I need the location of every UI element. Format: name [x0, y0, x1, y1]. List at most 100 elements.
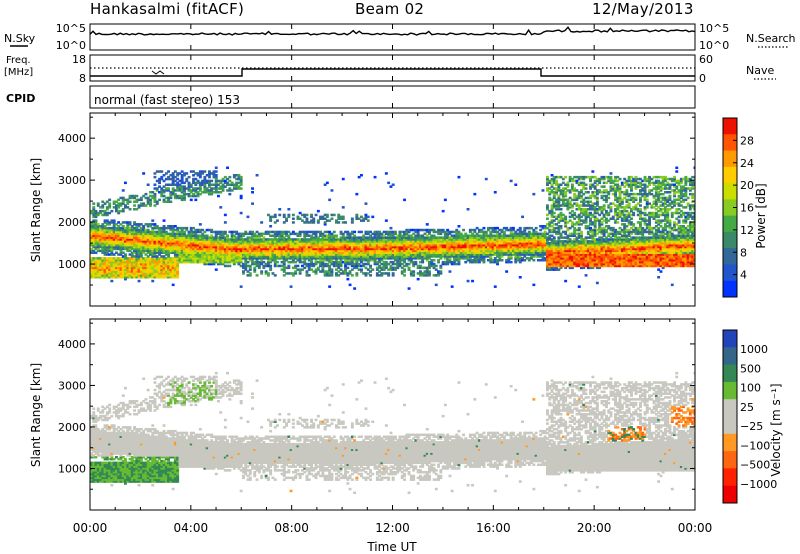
power-cell — [421, 274, 425, 277]
power-cell — [160, 255, 164, 258]
power-cell — [400, 236, 404, 239]
power-cell — [264, 247, 268, 251]
power-cell — [541, 247, 545, 251]
power-cell — [403, 264, 406, 268]
power-cell — [223, 255, 227, 258]
power-cell — [425, 247, 429, 251]
power-cell — [332, 264, 336, 268]
power-cell — [389, 260, 393, 264]
power-cell — [321, 243, 325, 247]
power-cell — [126, 202, 130, 205]
power-cell — [557, 232, 561, 236]
power-cell — [314, 262, 318, 266]
power-cell — [269, 268, 273, 271]
power-cell — [162, 264, 166, 268]
power-cell — [139, 249, 143, 253]
power-cell — [536, 247, 540, 251]
power-cell — [373, 249, 377, 253]
power-cell — [108, 230, 112, 234]
power-cell — [267, 272, 270, 275]
power-cell — [369, 245, 372, 249]
power-cell — [373, 255, 377, 258]
power-cell — [119, 270, 123, 273]
power-cell — [532, 192, 536, 196]
power-cell — [409, 240, 413, 243]
power-cell — [432, 234, 436, 237]
power-cell — [478, 240, 481, 243]
power-cell — [419, 228, 422, 232]
power-cell — [210, 260, 214, 264]
power-cell — [203, 179, 207, 183]
power-cell — [478, 245, 481, 249]
power-cell — [536, 243, 540, 247]
power-cell — [90, 276, 93, 279]
power-cell — [285, 230, 288, 234]
power-cell — [414, 249, 418, 253]
power-cell — [462, 234, 465, 237]
power-cell — [303, 245, 307, 249]
power-cell — [242, 266, 245, 270]
power-cell — [391, 183, 395, 186]
power-cell — [94, 232, 98, 236]
power-cell — [105, 230, 109, 234]
power-cell — [149, 257, 152, 260]
power-cell — [164, 187, 168, 190]
power-cell — [335, 253, 338, 256]
power-cell — [373, 232, 377, 236]
power-cell — [271, 234, 275, 237]
power-cell — [192, 249, 195, 253]
power-cell — [139, 198, 143, 202]
power-cell — [139, 196, 143, 200]
power-cell — [550, 240, 554, 243]
power-cell — [248, 249, 252, 253]
power-cell — [369, 249, 372, 253]
power-cell — [155, 268, 159, 271]
power-cell — [421, 260, 425, 264]
power-cell — [559, 236, 563, 239]
power-cell — [564, 192, 568, 196]
power-cell — [248, 264, 252, 268]
power-cell — [244, 232, 248, 236]
power-cell — [310, 236, 313, 239]
power-cell — [448, 259, 452, 262]
power-cell — [130, 228, 134, 232]
power-cell — [489, 259, 493, 262]
power-cell — [577, 259, 581, 262]
power-cell — [407, 240, 411, 243]
power-cell — [201, 183, 205, 186]
power-cell — [155, 187, 159, 190]
power-cell — [507, 257, 511, 260]
power-cell — [173, 189, 177, 192]
power-cell — [344, 249, 347, 253]
power-cell — [121, 209, 125, 213]
power-cell — [142, 194, 146, 198]
power-cell — [214, 230, 218, 234]
power-cell — [473, 230, 477, 234]
power-cell — [566, 204, 570, 207]
power-cell — [389, 245, 393, 249]
power-cell — [371, 249, 375, 253]
power-cell — [378, 253, 381, 256]
power-cell — [278, 253, 282, 256]
power-cell — [437, 228, 440, 232]
power-cell — [108, 234, 112, 237]
power-cell — [205, 249, 209, 253]
power-cell — [176, 255, 180, 258]
power-cell — [571, 262, 574, 266]
power-cell — [493, 230, 497, 234]
power-cell — [496, 247, 499, 251]
power-cell — [278, 243, 282, 247]
power-cell — [353, 243, 357, 247]
power-cell — [242, 270, 245, 273]
power-cell — [521, 249, 524, 253]
power-cell — [96, 213, 100, 217]
power-cell — [228, 175, 232, 179]
power-cell — [414, 247, 418, 251]
power-cell — [126, 236, 130, 239]
power-cell — [323, 274, 327, 277]
power-cell — [346, 260, 350, 264]
power-cell — [478, 260, 481, 264]
power-cell — [412, 228, 416, 232]
power-cell — [546, 247, 549, 251]
power-cell — [561, 217, 565, 220]
